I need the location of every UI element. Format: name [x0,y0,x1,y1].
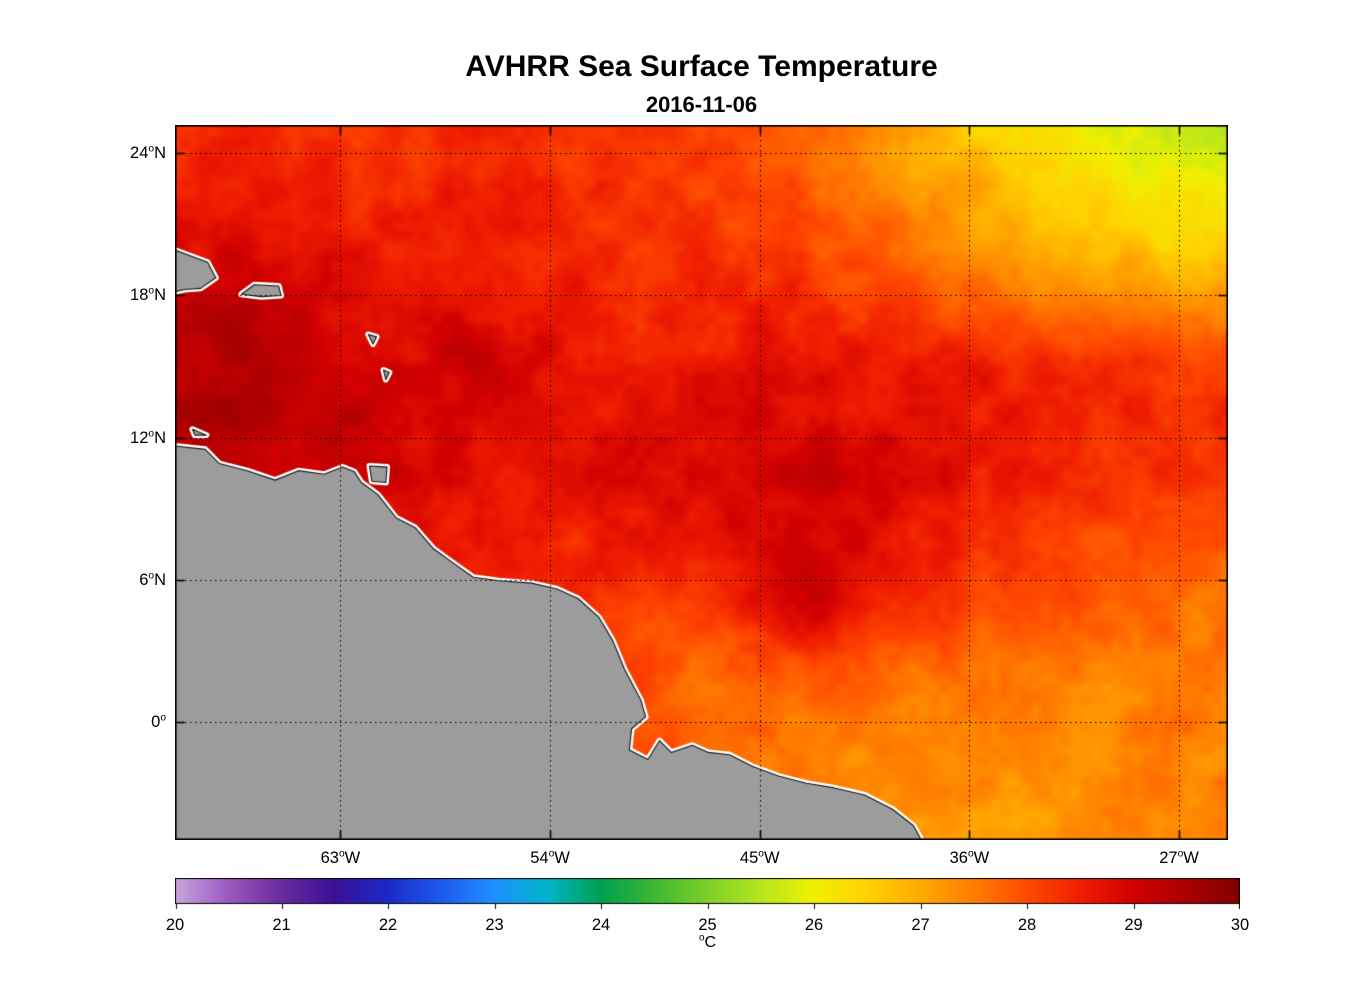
y-axis-tick-label: 12oN [130,428,166,447]
y-axis-tick-label: 0o [151,712,166,731]
colorbar-tick-label: 29 [1124,916,1143,934]
colorbar-tick-label: 21 [272,916,291,934]
x-axis-tick-label: 45oW [739,848,780,867]
colorbar [175,878,1240,911]
colorbar-tick-label: 25 [698,916,717,934]
chart-subtitle: 2016-11-06 [645,92,758,117]
colorbar-tick-label: 24 [591,916,611,934]
colorbar-tick-label: 28 [1017,916,1037,934]
colorbar-tick-label: 20 [165,916,185,934]
sst-heatmap-canvas [175,125,1228,840]
x-axis-tick-label: 27oW [1159,848,1199,867]
y-axis-tick-label: 24oN [130,143,166,163]
colorbar-unit-label: oC [698,932,717,951]
colorbar-tick-label: 27 [911,916,930,934]
y-axis-tick-label: 18oN [130,285,166,305]
map-plot-area [175,125,1228,840]
colorbar-tick-label: 23 [485,916,504,934]
colorbar-tick-label: 26 [804,916,824,934]
x-axis-tick-label: 63oW [320,848,361,867]
y-axis-tick-label: 6oN [139,570,166,589]
x-axis-tick-label: 54oW [530,848,570,867]
colorbar-tick-label: 30 [1230,916,1250,934]
colorbar-tick-label: 22 [378,916,398,934]
chart-title: AVHRR Sea Surface Temperature [465,50,938,83]
x-axis-tick-label: 36oW [949,848,990,867]
